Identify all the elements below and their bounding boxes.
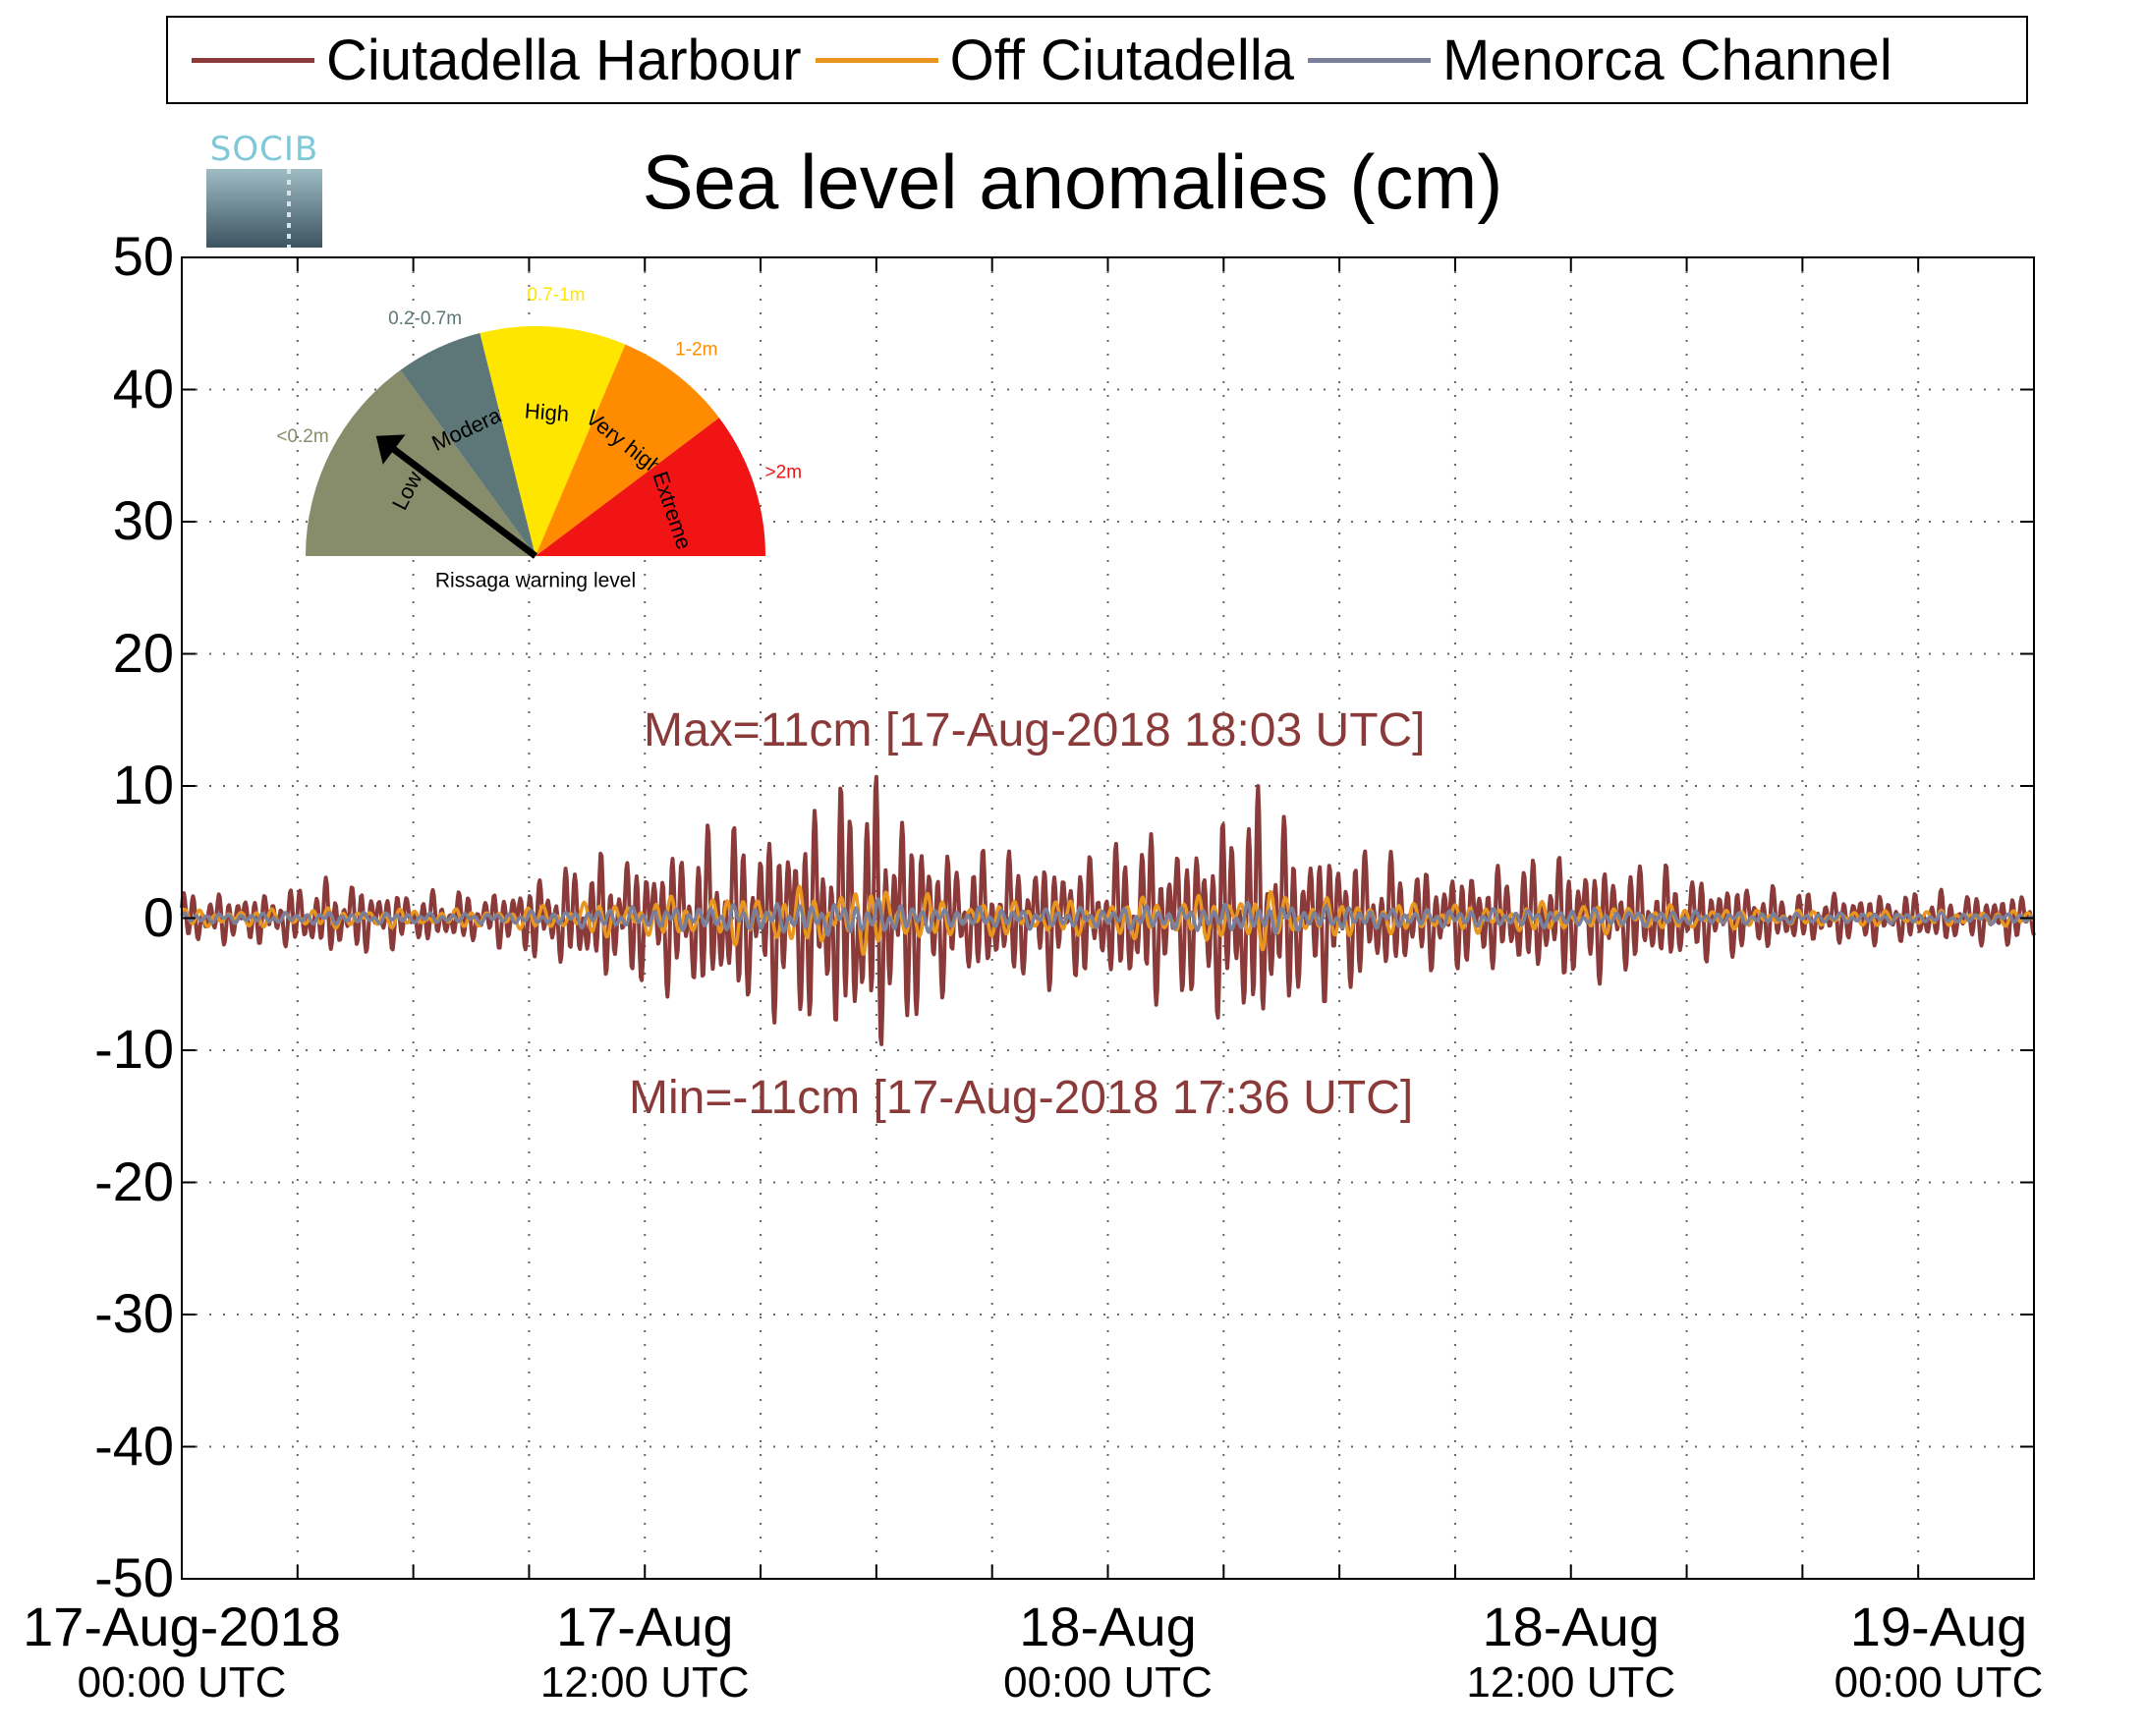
y-tick-label: 40: [112, 357, 174, 420]
legend-swatch: [1307, 57, 1431, 63]
x-tick-label: 17-Aug-2018 00:00 UTC: [0, 1596, 378, 1708]
gauge-segment: [400, 333, 536, 556]
legend-swatch: [815, 57, 938, 63]
legend-swatch: [192, 57, 314, 63]
max-annotation: Max=11cm [17-Aug-2018 18:03 UTC]: [644, 704, 1426, 756]
y-tick-label: 50: [112, 225, 174, 287]
legend-entry: Off Ciutadella: [815, 28, 1294, 93]
x-tick-date: 18-Aug: [1482, 1596, 1661, 1657]
y-tick-label: -30: [94, 1282, 174, 1344]
x-tick-date: 19-Aug: [1849, 1596, 2028, 1657]
legend: Ciutadella Harbour Off Ciutadella Menorca …: [166, 16, 2028, 104]
x-tick-time: 12:00 UTC: [1466, 1658, 1676, 1707]
tick-marks: [182, 256, 2034, 1580]
x-tick-time: 00:00 UTC: [1834, 1658, 2044, 1707]
x-tick-date: 17-Aug-2018: [23, 1596, 341, 1657]
socib-logo: SOCIB: [206, 130, 322, 248]
gauge-range-label: >2m: [765, 463, 803, 483]
x-tick-date: 18-Aug: [1019, 1596, 1197, 1657]
gauge-range-label: 0.7-1m: [527, 285, 585, 306]
gauge-needle: [386, 442, 538, 559]
logo-stripe: [287, 169, 291, 248]
gauge-level-label: High: [524, 398, 570, 425]
x-tick-date: 17-Aug: [555, 1596, 734, 1657]
chart-title: Sea level anomalies (cm): [642, 139, 1503, 225]
gauge-range-label: 0.2-0.7m: [388, 308, 462, 329]
gauge-range-label: <0.2m: [276, 426, 328, 447]
gauge-segment: [480, 326, 626, 556]
x-tick-label: 18-Aug 00:00 UTC: [912, 1596, 1305, 1708]
series-line-3: [180, 897, 2036, 937]
x-tick-label: 19-Aug 00:00 UTC: [1742, 1596, 2135, 1708]
x-tick-time: 00:00 UTC: [77, 1658, 287, 1707]
x-tick-time: 00:00 UTC: [1003, 1658, 1213, 1707]
gauge-range-label: 1-2m: [675, 339, 717, 360]
y-tick-label: -20: [94, 1149, 174, 1212]
min-annotation: Min=-11cm [17-Aug-2018 17:36 UTC]: [629, 1072, 1414, 1124]
x-tick-time: 12:00 UTC: [539, 1658, 750, 1707]
legend-entry: Menorca Channel: [1307, 28, 1892, 93]
y-tick-label: 10: [112, 754, 174, 815]
legend-entry: Ciutadella Harbour: [192, 28, 802, 93]
legend-label: Menorca Channel: [1441, 28, 1892, 92]
gauge-segment: [536, 344, 719, 556]
y-tick-label: 30: [112, 489, 174, 551]
y-tick-label: 0: [142, 885, 174, 948]
logo-text: SOCIB: [209, 130, 319, 169]
legend-label: Off Ciutadella: [949, 28, 1294, 92]
y-tick-label: 20: [112, 621, 174, 684]
y-tick-label: -10: [94, 1018, 174, 1080]
y-tick-label: -50: [94, 1546, 174, 1608]
x-tick-label: 17-Aug 12:00 UTC: [448, 1596, 841, 1708]
gauge-caption: Rissaga warning level: [435, 570, 636, 592]
gauge-needle-head: [375, 434, 406, 465]
logo-graphic: [206, 169, 322, 248]
x-tick-label: 18-Aug 12:00 UTC: [1375, 1596, 1768, 1708]
legend-label: Ciutadella Harbour: [326, 28, 802, 92]
y-tick-label: -40: [94, 1414, 174, 1477]
gauge-segment: [536, 418, 765, 556]
series-lines: [180, 774, 2036, 1046]
